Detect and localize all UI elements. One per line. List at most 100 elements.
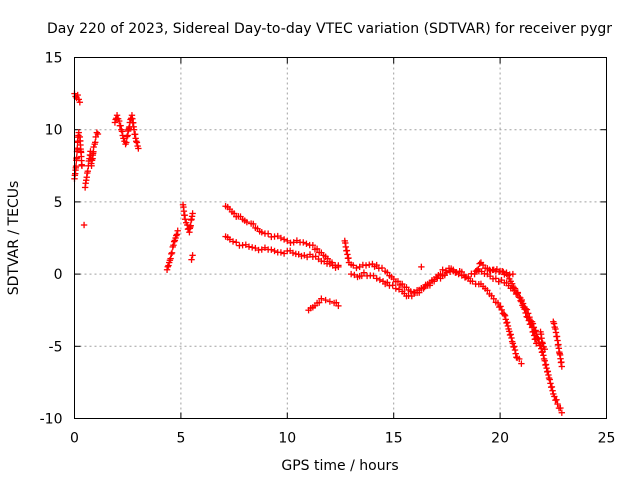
data-point bbox=[554, 400, 561, 408]
data-point bbox=[165, 262, 172, 269]
y-tick-label: 15 bbox=[45, 51, 63, 67]
chart-title: Day 220 of 2023, Sidereal Day-to-day VTE… bbox=[47, 21, 612, 37]
data-point bbox=[394, 278, 402, 285]
data-point bbox=[111, 119, 119, 126]
grid-lines bbox=[74, 57, 607, 419]
data-point bbox=[498, 306, 506, 314]
data-point bbox=[532, 335, 539, 343]
x-tick-label: 20 bbox=[491, 431, 509, 447]
data-point bbox=[170, 242, 177, 249]
data-point bbox=[181, 216, 189, 223]
data-point bbox=[502, 316, 509, 323]
data-point bbox=[501, 311, 508, 318]
data-point bbox=[373, 261, 380, 269]
data-point bbox=[521, 306, 528, 313]
data-point bbox=[499, 268, 506, 275]
data-point bbox=[75, 96, 82, 103]
data-point bbox=[551, 393, 558, 400]
data-point bbox=[115, 117, 123, 125]
data-point bbox=[547, 380, 554, 387]
data-point bbox=[113, 112, 121, 119]
data-point bbox=[516, 355, 523, 363]
data-point bbox=[245, 243, 253, 250]
data-point bbox=[506, 328, 513, 335]
data-point bbox=[164, 263, 171, 270]
data-point bbox=[135, 145, 142, 152]
data-point bbox=[168, 249, 176, 256]
data-point bbox=[389, 282, 396, 289]
data-point bbox=[508, 334, 515, 342]
y-tick-label: 10 bbox=[45, 123, 63, 139]
data-point bbox=[548, 383, 556, 391]
data-point bbox=[84, 168, 91, 175]
data-point bbox=[558, 409, 566, 416]
data-point bbox=[418, 285, 425, 292]
data-point bbox=[233, 239, 240, 246]
x-tick-label: 10 bbox=[278, 431, 296, 447]
data-point bbox=[268, 246, 275, 253]
data-point bbox=[507, 331, 514, 338]
data-point bbox=[118, 128, 126, 135]
tick-labels: 0 5 10 15 20 25 -10 -5 0 5 10 15 bbox=[40, 51, 616, 447]
data-point bbox=[332, 264, 339, 271]
data-point bbox=[366, 261, 373, 268]
data-point bbox=[72, 162, 80, 170]
data-point bbox=[123, 139, 130, 146]
data-point bbox=[74, 91, 81, 99]
data-point bbox=[516, 294, 523, 301]
y-tick-label: 5 bbox=[54, 195, 63, 211]
data-point bbox=[501, 312, 509, 319]
data-point bbox=[300, 239, 307, 246]
data-point bbox=[511, 343, 518, 350]
data-point bbox=[243, 218, 251, 226]
data-point bbox=[335, 302, 342, 310]
data-point bbox=[289, 249, 297, 257]
data-point bbox=[303, 240, 310, 247]
y-tick-label: -10 bbox=[40, 412, 63, 428]
data-point bbox=[392, 285, 400, 292]
data-point bbox=[90, 143, 97, 151]
data-point bbox=[546, 376, 553, 383]
data-point bbox=[539, 340, 546, 347]
data-points bbox=[71, 90, 566, 416]
data-point bbox=[426, 282, 434, 289]
data-point bbox=[117, 122, 124, 129]
x-tick-label: 25 bbox=[598, 431, 616, 447]
data-point bbox=[509, 270, 517, 278]
data-point bbox=[92, 139, 99, 146]
data-point bbox=[408, 292, 415, 300]
data-point bbox=[333, 299, 340, 306]
data-point bbox=[362, 262, 370, 269]
data-point bbox=[313, 245, 321, 253]
data-point bbox=[133, 138, 140, 145]
data-point bbox=[443, 269, 451, 276]
data-point bbox=[497, 303, 504, 310]
y-tick-label: 0 bbox=[54, 267, 63, 283]
data-point bbox=[280, 236, 288, 243]
data-point bbox=[553, 396, 560, 403]
data-point bbox=[250, 220, 257, 228]
data-point bbox=[512, 350, 519, 357]
data-point bbox=[492, 275, 500, 282]
y-axis-label: SDTVAR / TECUs bbox=[6, 181, 22, 296]
data-point bbox=[511, 346, 519, 354]
data-point bbox=[421, 283, 428, 291]
data-point bbox=[494, 299, 502, 307]
data-point bbox=[318, 295, 325, 302]
data-point bbox=[120, 135, 127, 142]
data-point bbox=[258, 229, 265, 236]
data-point bbox=[173, 231, 181, 238]
data-point bbox=[248, 244, 256, 251]
data-point bbox=[558, 363, 566, 370]
data-point bbox=[75, 129, 82, 136]
data-point bbox=[298, 252, 305, 260]
data-point bbox=[545, 374, 553, 382]
data-point bbox=[93, 129, 101, 136]
data-point bbox=[326, 298, 334, 305]
data-point bbox=[384, 279, 391, 286]
data-point bbox=[527, 320, 535, 328]
data-point bbox=[503, 270, 510, 278]
data-point bbox=[541, 345, 548, 353]
data-point bbox=[514, 289, 522, 296]
